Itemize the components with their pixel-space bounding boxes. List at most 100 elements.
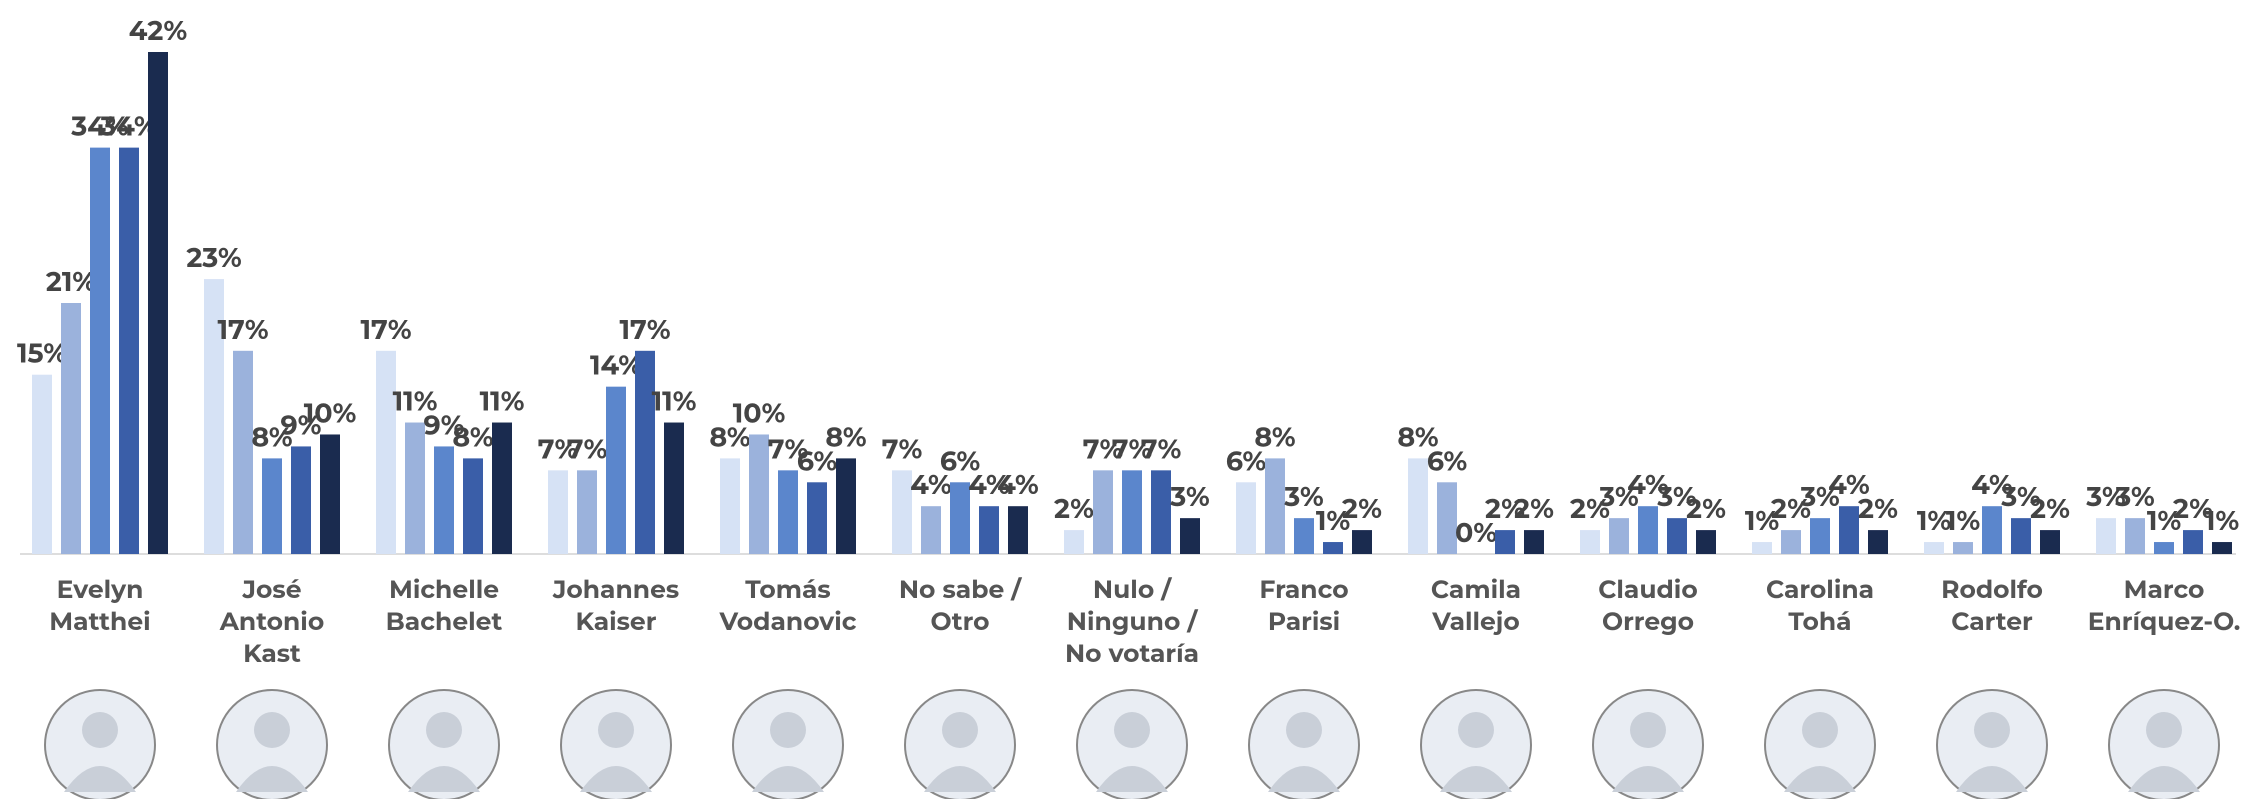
category-line: Rodolfo — [1941, 575, 2043, 605]
value-label: 8% — [1254, 420, 1295, 453]
category-line: Kast — [243, 639, 301, 669]
category-line: Otro — [930, 607, 989, 637]
bar — [1953, 542, 1973, 554]
value-label: 3% — [1169, 480, 1209, 513]
bar — [836, 458, 856, 554]
bar — [90, 147, 110, 554]
photo-body — [1612, 766, 1684, 792]
value-label: 10% — [304, 396, 357, 429]
bar — [1667, 518, 1687, 554]
category-line: Claudio — [1598, 575, 1697, 605]
bar — [635, 350, 655, 554]
category-line: Tohá — [1788, 607, 1851, 637]
bar — [1810, 518, 1830, 554]
bar — [2040, 530, 2060, 554]
category-label: Carolina Tohá — [1766, 575, 1874, 637]
value-label: 23% — [186, 241, 241, 274]
bar — [664, 422, 684, 554]
bar — [1236, 482, 1256, 554]
category-label: Evelyn Matthei — [49, 575, 150, 637]
value-label: 3% — [1799, 480, 1839, 513]
photo-body — [64, 766, 136, 792]
bar — [2154, 542, 2174, 554]
category-line: Evelyn — [57, 575, 144, 605]
category-line: Johannes — [552, 575, 679, 605]
photo-head — [770, 712, 806, 748]
category-line: Antonio — [219, 607, 324, 637]
value-label: 42% — [129, 14, 187, 47]
category-line: Michelle — [389, 575, 499, 605]
bar — [1265, 458, 1285, 554]
value-label: 6% — [1226, 444, 1266, 477]
value-label: 11% — [393, 385, 438, 418]
bar — [2212, 542, 2232, 554]
bar — [1982, 506, 2002, 554]
value-label: 2% — [1485, 492, 1525, 525]
photo-body — [1440, 766, 1512, 792]
value-label: 2% — [2030, 492, 2070, 525]
bar — [376, 350, 396, 554]
photo-body — [924, 766, 996, 792]
bar — [2183, 530, 2203, 554]
bar — [1495, 530, 1515, 554]
photo-body — [752, 766, 824, 792]
value-label: 3% — [1656, 480, 1696, 513]
value-label: 4% — [910, 468, 951, 501]
bar — [463, 458, 483, 554]
value-label: 8% — [709, 420, 750, 453]
category-line: Carolina — [1766, 575, 1874, 605]
value-label: 2% — [1054, 492, 1094, 525]
value-label: 2% — [1514, 492, 1554, 525]
value-label: 4% — [1627, 468, 1668, 501]
value-label: 10% — [733, 396, 786, 429]
bar — [1609, 518, 1629, 554]
bar — [548, 470, 568, 554]
value-label: 3% — [1598, 480, 1638, 513]
bar — [1752, 542, 1772, 554]
photo-body — [408, 766, 480, 792]
category-label: Tomás Vodanovic — [719, 575, 857, 637]
value-label: 2% — [1858, 492, 1898, 525]
category-line: Camila — [1431, 575, 1521, 605]
value-label: 0% — [1455, 516, 1497, 549]
photo-body — [236, 766, 308, 792]
bar — [1781, 530, 1801, 554]
value-label: 9% — [281, 408, 322, 441]
category-line: Matthei — [49, 607, 150, 637]
bar — [61, 303, 81, 554]
value-label: 6% — [797, 444, 837, 477]
bar — [320, 434, 340, 554]
bar — [148, 52, 168, 554]
value-label: 21% — [46, 265, 96, 298]
bar — [1352, 530, 1372, 554]
value-label: 4% — [997, 468, 1038, 501]
value-label: 17% — [360, 313, 411, 346]
photo-head — [942, 712, 978, 748]
bar — [2125, 518, 2145, 554]
bar — [1524, 530, 1544, 554]
photo-body — [2128, 766, 2200, 792]
value-label: 15% — [17, 337, 67, 370]
bar — [1151, 470, 1171, 554]
photo-head — [1630, 712, 1666, 748]
value-label: 4% — [968, 468, 1009, 501]
value-label: 8% — [825, 420, 866, 453]
value-label: 14% — [590, 349, 642, 382]
bar — [32, 374, 52, 554]
category-line: Parisi — [1268, 607, 1340, 637]
category-label: Claudio Orrego — [1598, 575, 1697, 637]
category-line: Enríquez-O. — [2088, 607, 2241, 637]
value-label: 7% — [538, 432, 579, 465]
category-line: Orrego — [1602, 607, 1694, 637]
bar — [1638, 506, 1658, 554]
bar — [1437, 482, 1457, 554]
bar — [262, 458, 282, 554]
photo-head — [598, 712, 634, 748]
value-label: 3% — [2114, 480, 2154, 513]
value-label: 3% — [2085, 480, 2125, 513]
category-line: No sabe / — [899, 575, 1022, 605]
bar — [606, 386, 626, 554]
bar — [1408, 458, 1428, 554]
bar — [1294, 518, 1314, 554]
category-line: Vodanovic — [719, 607, 857, 637]
